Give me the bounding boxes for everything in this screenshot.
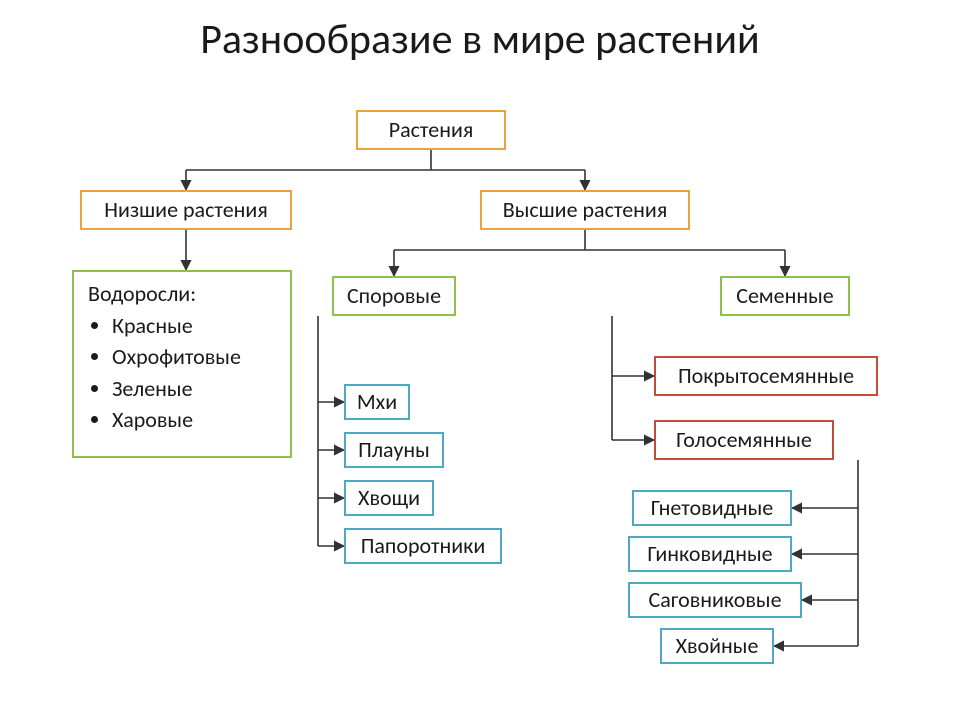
node-higher: Высшие растения bbox=[480, 190, 690, 230]
node-algae: Водоросли:КрасныеОхрофитовыеЗеленыеХаров… bbox=[72, 270, 292, 458]
node-lyco: Плауны bbox=[344, 432, 444, 468]
node-plants: Растения bbox=[356, 110, 506, 150]
node-moss: Мхи bbox=[344, 384, 410, 420]
node-spore: Споровые bbox=[332, 276, 456, 316]
node-horsetail: Хвощи bbox=[344, 480, 434, 516]
node-seed: Семенные bbox=[720, 276, 850, 316]
node-conifer: Хвойные bbox=[660, 628, 774, 664]
node-ginkgo: Гинковидные bbox=[628, 536, 792, 572]
node-lower: Низшие растения bbox=[80, 190, 292, 230]
node-angio: Покрытосемянные bbox=[654, 356, 878, 396]
node-gnet: Гнетовидные bbox=[632, 490, 792, 526]
node-gymno: Голосемянные bbox=[654, 420, 834, 460]
node-cycad: Саговниковые bbox=[628, 582, 802, 618]
node-fern: Папоротники bbox=[344, 528, 502, 564]
page-title: Разнообразие в мире растений bbox=[0, 14, 960, 65]
